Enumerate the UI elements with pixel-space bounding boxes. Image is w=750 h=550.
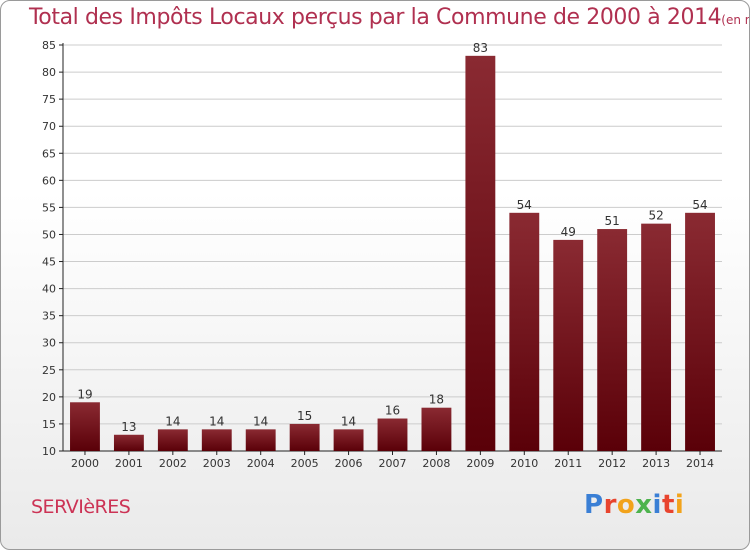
bar-2001	[113, 434, 144, 451]
x-tick-label-2013: 2013	[642, 457, 670, 470]
value-label-2009: 83	[473, 41, 488, 55]
chart-unit: (en milliers d'€)	[721, 13, 749, 27]
logo-letter: x	[635, 490, 653, 520]
y-tick-label: 15	[42, 418, 56, 431]
bar-2007	[377, 418, 408, 451]
value-label-2007: 16	[385, 404, 400, 418]
bar-2000	[70, 402, 100, 451]
x-tick-label-2001: 2001	[115, 457, 143, 470]
y-tick-label: 85	[42, 39, 56, 52]
y-tick-label: 25	[42, 364, 56, 377]
bar-2003	[201, 429, 232, 451]
value-label-2013: 52	[648, 209, 663, 223]
logo-letter: t	[661, 490, 675, 520]
x-tick-label-2003: 2003	[203, 457, 231, 470]
x-tick-label-2008: 2008	[422, 457, 450, 470]
bar-2011	[553, 239, 584, 451]
x-tick-label-2006: 2006	[335, 457, 363, 470]
x-tick-label-2014: 2014	[686, 457, 714, 470]
y-tick-label: 40	[42, 283, 56, 296]
bar-2013	[641, 223, 672, 451]
bar-2004	[245, 429, 276, 451]
bar-2002	[157, 429, 188, 451]
proxiti-logo[interactable]: Proxiti	[584, 490, 684, 520]
value-label-2014: 54	[692, 198, 707, 212]
value-label-2005: 15	[297, 409, 312, 423]
bar-2010	[509, 212, 540, 451]
x-tick-label-2012: 2012	[598, 457, 626, 470]
y-tick-label: 50	[42, 228, 56, 241]
value-label-2004: 14	[253, 414, 268, 428]
bar-2008	[421, 407, 452, 451]
bar-2005	[289, 423, 320, 451]
y-tick-label: 65	[42, 147, 56, 160]
y-tick-label: 60	[42, 174, 56, 187]
chart-title-main: Total des Impôts Locaux perçus par la Co…	[29, 5, 722, 30]
bar-2014	[685, 212, 715, 451]
value-label-2006: 14	[341, 414, 356, 428]
y-tick-label: 20	[42, 391, 56, 404]
bar-2012	[597, 229, 628, 451]
x-tick-label-2002: 2002	[159, 457, 187, 470]
bar-2006	[333, 429, 364, 451]
x-tick-label-2007: 2007	[379, 457, 407, 470]
y-tick-label: 35	[42, 310, 56, 323]
x-tick-label-2010: 2010	[510, 457, 538, 470]
bar-2009	[465, 55, 496, 452]
y-tick-label: 80	[42, 66, 56, 79]
value-label-2012: 51	[605, 214, 620, 228]
value-label-2008: 18	[429, 393, 444, 407]
x-tick-label-2000: 2000	[71, 457, 99, 470]
logo-letter: i	[674, 490, 685, 520]
y-tick-label: 30	[42, 337, 56, 350]
x-tick-label-2004: 2004	[247, 457, 275, 470]
x-tick-label-2005: 2005	[291, 457, 319, 470]
y-tick-label: 75	[42, 93, 56, 106]
value-label-2003: 14	[209, 414, 224, 428]
value-label-2000: 19	[77, 387, 92, 401]
labels: 10 15 20 25 30 35 40 45 50 55 60 65 70 75 80 85 19 2000 13…	[42, 39, 714, 470]
value-label-2011: 49	[561, 225, 576, 239]
logo-letter: r	[603, 490, 617, 520]
y-tick-label: 55	[42, 201, 56, 214]
logo-letter: o	[616, 490, 636, 520]
chart-title: Total des Impôts Locaux perçus par la Co…	[29, 5, 749, 30]
y-tick-label: 10	[42, 445, 56, 458]
y-tick-label: 45	[42, 256, 56, 269]
bars	[70, 55, 715, 452]
x-tick-label-2009: 2009	[466, 457, 494, 470]
value-label-2010: 54	[517, 198, 532, 212]
y-tick-label: 70	[42, 120, 56, 133]
logo-letter: P	[584, 490, 604, 520]
value-label-2001: 13	[121, 420, 136, 434]
logo-letter: i	[652, 490, 662, 520]
value-label-2002: 14	[165, 414, 180, 428]
commune-name: SERVIèRES	[31, 496, 131, 518]
x-tick-label-2011: 2011	[554, 457, 582, 470]
